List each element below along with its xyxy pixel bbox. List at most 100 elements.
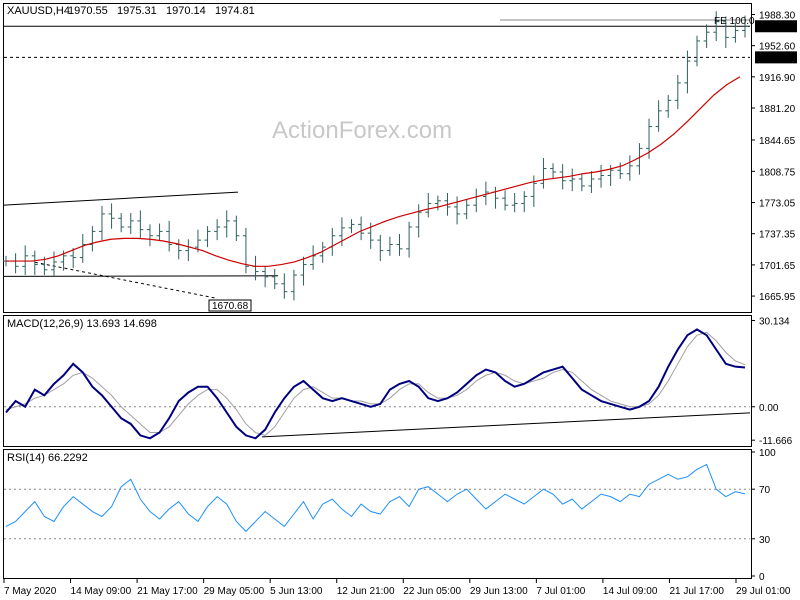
rsi-panel-frame: [3, 449, 752, 579]
candle: [617, 162, 624, 179]
time-x-axis: 7 May 2020 14 May 09:00 21 May 17:00 29 May…: [3, 579, 791, 597]
x-tick-label: 21 May 17:00: [137, 586, 198, 597]
candle: [578, 173, 585, 192]
price-tick-label: 1701.65: [759, 261, 796, 272]
candle: [406, 221, 413, 258]
x-tick-label: 7 May 2020: [4, 586, 57, 597]
candle: [665, 95, 672, 118]
candle: [550, 163, 557, 179]
candle: [521, 191, 528, 213]
candle: [674, 75, 681, 110]
candle: [463, 199, 470, 220]
candle: [540, 158, 547, 189]
price-tick-label: 1737.35: [759, 230, 796, 241]
candle: [358, 216, 365, 241]
candle: [626, 155, 633, 181]
candle: [214, 219, 221, 241]
candle: [185, 239, 192, 262]
price-tag-label: 1974.81: [758, 22, 795, 33]
candle: [300, 256, 307, 286]
macd-signal-line: [5, 331, 746, 436]
candle: [79, 234, 86, 263]
candle: [271, 268, 278, 290]
price-tick-label: 1773.05: [759, 199, 796, 210]
fe-label: FE 100.0: [714, 16, 755, 27]
price-tick-label: 1881.20: [759, 104, 796, 115]
upper-channel-line: [3, 191, 239, 206]
candle: [146, 224, 153, 247]
candle: [655, 100, 662, 132]
candle: [233, 215, 240, 241]
price-tick-label: 1952.60: [759, 42, 796, 53]
candle: [742, 15, 748, 38]
candle: [290, 269, 297, 301]
candle: [377, 234, 384, 262]
candle: [425, 192, 432, 218]
level-tag-box: [755, 51, 797, 64]
candle: [194, 229, 201, 253]
rsi-tick-label: 100: [759, 448, 776, 459]
rsi-tick-label: 70: [759, 485, 771, 496]
price-tag-box: [755, 20, 797, 33]
macd-line: [5, 328, 746, 440]
candle: [319, 241, 326, 263]
candle: [434, 195, 441, 211]
macd-tick-label: 0.00: [759, 403, 779, 414]
low-label-box: [208, 299, 252, 312]
price-symbol-label: XAUUSD,H4: [7, 5, 70, 17]
candle: [694, 35, 701, 67]
candle: [415, 204, 422, 238]
candle: [722, 16, 729, 48]
candle: [473, 188, 480, 213]
macd-series: [4, 328, 751, 440]
candle: [137, 210, 144, 239]
price-low-label: 1970.14: [166, 5, 206, 17]
price-tick-label: 1665.95: [759, 292, 796, 303]
x-tick-label: 12 Jun 21:00: [337, 586, 395, 597]
candle: [70, 247, 77, 269]
candle: [156, 223, 163, 241]
candle: [12, 253, 19, 274]
candle: [242, 227, 249, 274]
candle: [310, 245, 317, 270]
x-tick-label: 14 Jul 09:00: [603, 586, 658, 597]
candle: [732, 22, 739, 43]
candle: [166, 220, 173, 252]
candle: [713, 11, 720, 41]
candle: [31, 250, 38, 276]
candle: [598, 164, 605, 188]
price-high-label: 1975.31: [117, 5, 157, 17]
macd-label: MACD(12,26,9) 13.693 14.698: [7, 318, 157, 330]
rsi-y-axis: 100 70 30 0: [751, 448, 776, 583]
rsi-tick-label: 30: [759, 535, 771, 546]
candle: [175, 239, 182, 260]
candle: [262, 266, 269, 288]
candle: [511, 192, 518, 213]
level-tag-label: 1939.20: [758, 53, 795, 64]
candle: [454, 196, 461, 225]
candle: [329, 227, 336, 256]
price-tick-label: 1916.90: [759, 73, 796, 84]
candle: [502, 190, 509, 211]
candle: [108, 203, 115, 229]
candle: [50, 251, 57, 277]
x-tick-label: 22 Jun 05:00: [403, 586, 461, 597]
x-tick-label: 21 Jul 17:00: [669, 586, 724, 597]
candle: [386, 236, 393, 256]
candle: [569, 168, 576, 192]
price-y-axis: 1988.30 1952.60 1916.90 1881.20 1844.65 1808.…: [751, 10, 797, 303]
candle: [127, 213, 134, 234]
price-open-label: 1970.55: [68, 5, 108, 17]
lower-channel-line: [3, 275, 279, 277]
candle: [204, 226, 211, 248]
candle: [223, 210, 230, 238]
candle: [252, 255, 259, 281]
macd-tick-label: 30.134: [759, 316, 790, 327]
rsi-series: [4, 463, 750, 540]
rsi-line: [5, 463, 746, 533]
x-tick-label: 29 May 05:00: [204, 586, 265, 597]
price-series: 1670.68 FE 100.0: [3, 11, 755, 312]
candle: [492, 186, 499, 209]
candle: [684, 50, 691, 94]
x-tick-label: 14 May 09:00: [71, 586, 132, 597]
